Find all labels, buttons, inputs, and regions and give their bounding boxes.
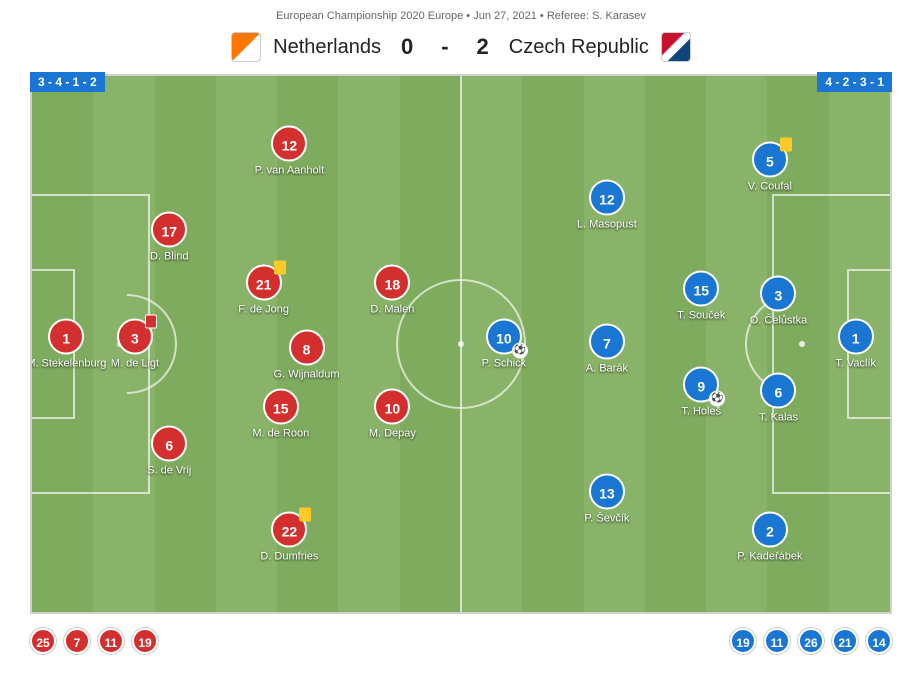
pitch-wrapper: 3 - 4 - 1 - 2 4 - 2 - 3 - 1 1M. Stekelen… [30, 74, 892, 614]
home-team-name: Netherlands [273, 36, 381, 59]
away-formation-badge: 4 - 2 - 3 - 1 [817, 72, 892, 92]
sub-token: 26 [798, 628, 824, 654]
sub-token: 11 [98, 628, 124, 654]
away-team-name: Czech Republic [509, 36, 649, 59]
match-info-line: European Championship 2020 Europe • Jun … [30, 10, 892, 22]
sub-token: 11 [764, 628, 790, 654]
home-subs: 25 7 11 19 [30, 628, 158, 654]
sub-token: 14 [866, 628, 892, 654]
centre-spot [458, 341, 464, 347]
home-formation-badge: 3 - 4 - 1 - 2 [30, 72, 105, 92]
away-subs: 19 11 26 21 14 [730, 628, 892, 654]
sub-token: 25 [30, 628, 56, 654]
penalty-spot-left [117, 341, 123, 347]
match-date: Jun 27, 2021 [473, 10, 537, 22]
competition-name: European Championship 2020 Europe [276, 10, 463, 22]
away-crest-icon [661, 32, 691, 62]
sub-token: 19 [730, 628, 756, 654]
home-score: 0 [401, 34, 413, 60]
six-yard-box-left [30, 269, 75, 419]
referee-label: Referee: S. Karasev [547, 10, 646, 22]
score-separator: - [441, 34, 448, 60]
sub-token: 7 [64, 628, 90, 654]
six-yard-box-right [847, 269, 892, 419]
substitutes-row: 25 7 11 19 19 11 26 21 14 [30, 628, 892, 654]
penalty-spot-right [799, 341, 805, 347]
home-crest-icon [231, 32, 261, 62]
match-header: Netherlands 0 - 2 Czech Republic [30, 32, 892, 62]
away-score: 2 [477, 34, 489, 60]
sub-token: 21 [832, 628, 858, 654]
match-lineup-graphic: European Championship 2020 Europe • Jun … [0, 0, 922, 664]
sub-token: 19 [132, 628, 158, 654]
pitch: 1M. Stekelenburg3M. de Ligt17D. Blind6S.… [30, 74, 892, 614]
